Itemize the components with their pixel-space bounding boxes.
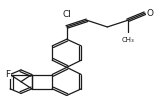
Text: F: F [5, 70, 10, 79]
Text: CH₃: CH₃ [121, 37, 134, 43]
Text: O: O [147, 9, 154, 18]
Text: Cl: Cl [62, 10, 71, 19]
